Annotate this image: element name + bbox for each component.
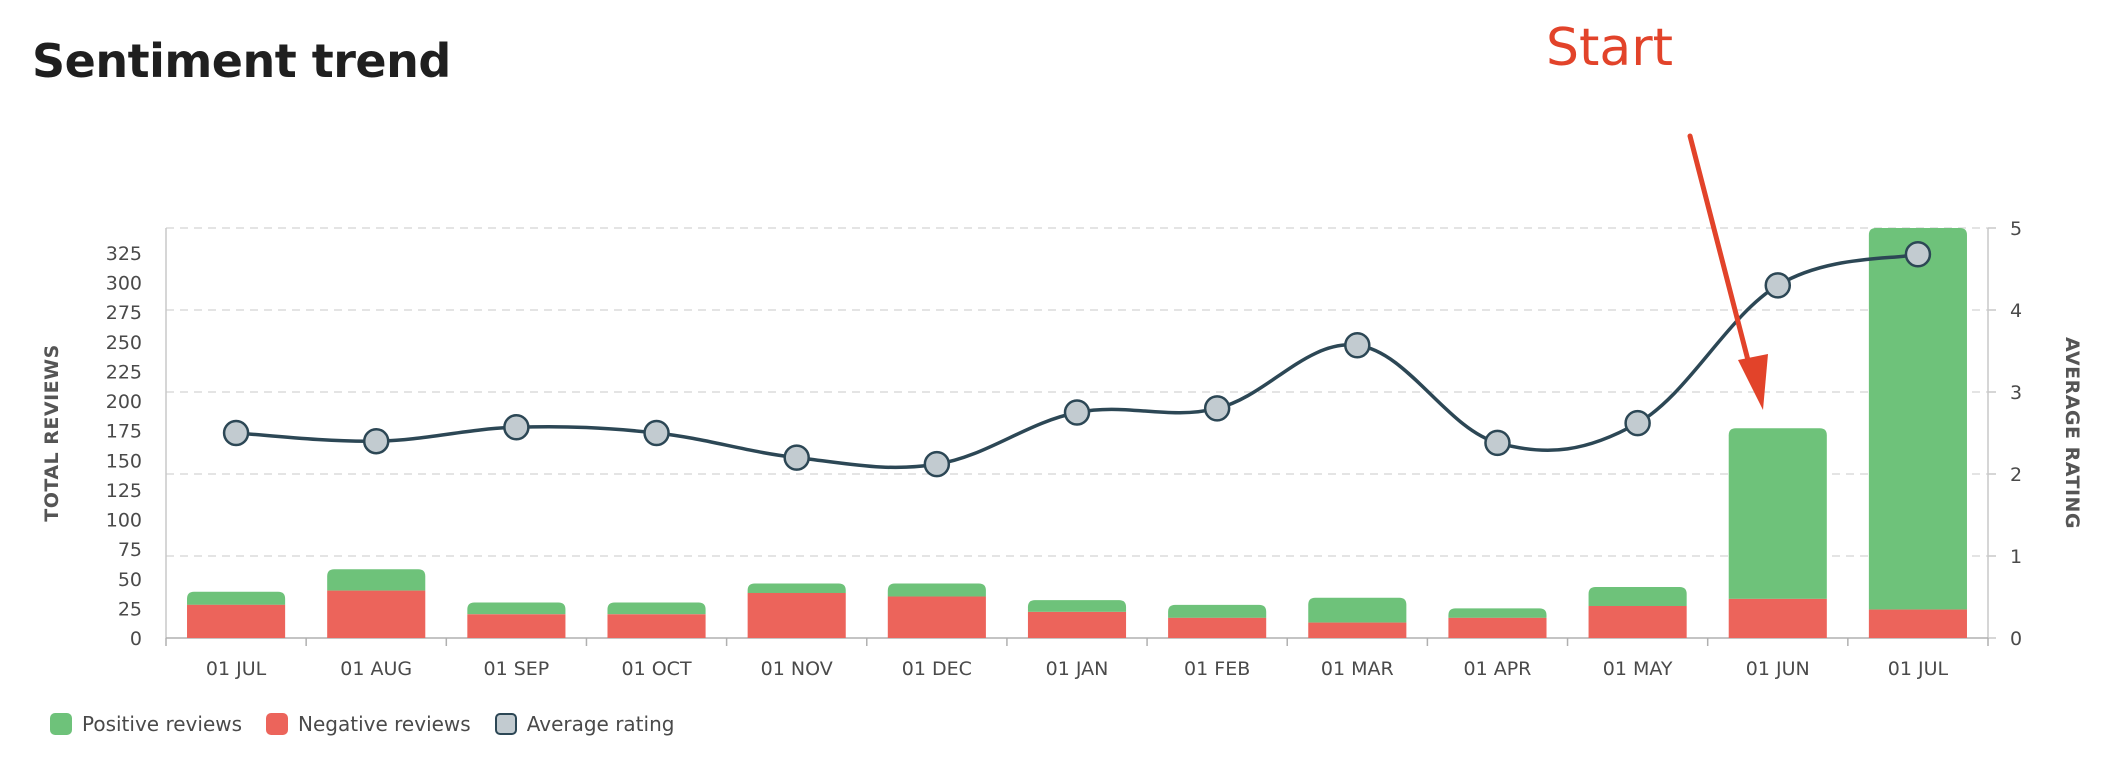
legend-item[interactable]: Negative reviews [266,712,471,736]
positive-reviews-bar [1728,428,1827,599]
y2-tick-label: 3 [2010,382,2022,404]
x-tick-label: 01 AUG [340,658,412,680]
average-rating-point [1764,272,1792,299]
average-rating-point [923,450,951,478]
positive-reviews-bar [747,583,846,593]
average-rating-point [503,414,530,441]
y-tick-label: 150 [106,450,142,472]
legend-swatch [266,713,289,735]
y-tick-label: 250 [106,332,142,354]
average-rating-point [783,444,810,471]
positive-reviews-bar [887,583,986,597]
legend-label: Positive reviews [82,712,243,736]
legend-label: Average rating [526,712,675,736]
y2-tick-label: 2 [2010,464,2022,486]
negative-reviews-bar [327,590,426,638]
negative-reviews-bar [1868,609,1967,638]
y-tick-label: 325 [106,243,142,265]
average-rating-point [1624,409,1651,437]
start-annotation-label: Start [1546,18,1674,78]
annotation-arrowhead [1738,354,1768,410]
average-rating-point [643,419,670,447]
y-tick-label: 200 [106,391,142,413]
y-tick-label: 275 [106,302,142,324]
y-tick-label: 75 [118,539,142,561]
y-tick-label: 125 [106,480,142,502]
y2-tick-label: 4 [2010,300,2022,322]
negative-reviews-bar [467,614,566,638]
x-tick-label: 01 JAN [1046,658,1109,680]
x-tick-label: 01 JUN [1746,658,1810,680]
positive-reviews-bar [1168,604,1267,618]
average-rating-point [362,427,390,455]
x-tick-label: 01 MAY [1603,658,1673,680]
positive-reviews-bar [1027,600,1127,612]
y2-tick-label: 5 [2010,218,2022,240]
negative-reviews-bar [1728,598,1827,638]
positive-reviews-bar [1448,608,1547,618]
average-rating-point [1904,240,1932,268]
y-axis-title: TOTAL REVIEWS [41,344,63,522]
y-tick-label: 100 [106,510,142,532]
legend-swatch [494,713,517,735]
legend-swatch [50,713,72,735]
x-tick-label: 01 DEC [902,658,972,680]
legend-label: Negative reviews [298,712,471,736]
negative-reviews-bar [747,592,846,638]
positive-reviews-bar [1868,228,1967,610]
x-tick-label: 01 SEP [484,658,550,680]
positive-reviews-bar [607,602,706,615]
average-rating-line [235,252,1919,470]
x-tick-label: 01 JUL [1888,658,1949,680]
x-tick-label: 01 JUL [206,658,267,680]
y2-axis-title: AVERAGE RATING [2061,337,2083,529]
positive-reviews-bar [1308,597,1407,623]
negative-reviews-bar [1588,606,1687,638]
chart-title: Sentiment trend [32,34,451,88]
positive-reviews-bar [467,602,566,615]
negative-reviews-bar [1448,617,1547,638]
chart-legend: Positive reviews Negative reviews Average … [50,712,674,736]
negative-reviews-bar [1308,622,1407,638]
negative-reviews-bar [1168,617,1267,638]
x-tick-label: 01 APR [1464,658,1532,680]
legend-item[interactable]: Average rating [494,712,675,736]
legend-item[interactable]: Positive reviews [50,712,242,736]
positive-reviews-bar [327,569,426,591]
x-tick-label: 01 MAR [1321,658,1394,680]
y-tick-label: 175 [106,421,142,443]
negative-reviews-bar [1027,611,1127,638]
positive-reviews-bar [187,591,286,605]
y-tick-label: 50 [118,569,142,591]
x-tick-label: 01 FEB [1184,658,1250,680]
average-rating-point [1344,332,1371,359]
average-rating-point [1484,429,1511,457]
y-tick-label: 25 [118,598,142,620]
y2-tick-label: 0 [2010,628,2022,650]
negative-reviews-bar [887,596,986,638]
negative-reviews-bar [607,614,706,638]
positive-reviews-bar [1588,587,1687,607]
y-tick-label: 0 [130,628,142,650]
annotation-arrow [1687,133,1753,371]
y-tick-label: 300 [106,273,142,295]
x-tick-label: 01 NOV [761,658,833,680]
negative-reviews-bar [187,604,286,638]
y-tick-label: 225 [106,361,142,383]
average-rating-point [222,419,250,447]
x-tick-label: 01 OCT [622,658,692,680]
y2-tick-label: 1 [2010,546,2022,568]
average-rating-point [1203,395,1231,422]
average-rating-point [1063,399,1091,426]
